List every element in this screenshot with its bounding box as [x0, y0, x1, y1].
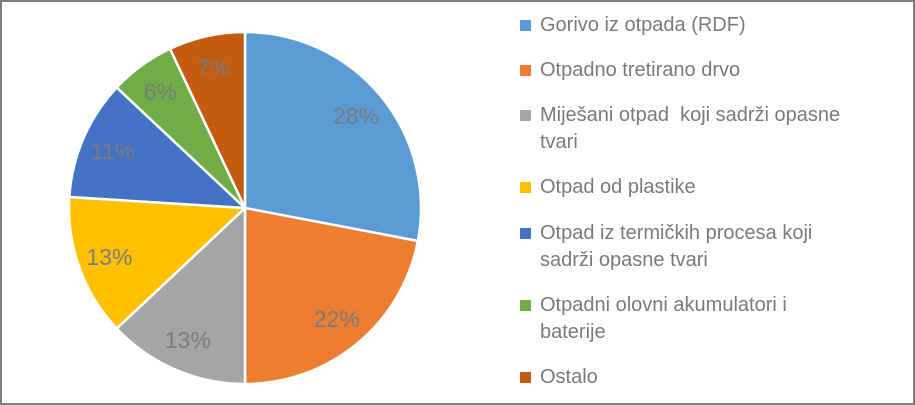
- legend-swatch-icon: [520, 182, 531, 194]
- legend-label: Otpad od plastike: [540, 176, 696, 199]
- data-label-1: 28%: [333, 103, 379, 129]
- legend-swatch-icon: [520, 65, 531, 77]
- data-label-2: 22%: [314, 306, 360, 332]
- pie-slice-2[interactable]: [243, 206, 420, 386]
- pie-slice-1[interactable]: [243, 30, 423, 243]
- legend-item-1[interactable]: Gorivo iz otpada (RDF): [516, 12, 908, 39]
- legend-item-4[interactable]: Otpad od plastike: [516, 174, 908, 201]
- legend-label: Otpadno tretirano drvo: [540, 59, 741, 82]
- data-label-7: 7%: [197, 55, 230, 81]
- legend-swatch-icon: [520, 110, 531, 122]
- pie-slice-5[interactable]: [68, 86, 247, 210]
- legend-label: Ostalo: [540, 365, 598, 388]
- data-label-4: 13%: [86, 244, 132, 270]
- legend-label: Gorivo iz otpada (RDF): [540, 14, 746, 36]
- legend-item-7[interactable]: Ostalo: [516, 364, 908, 391]
- legend-item-6[interactable]: Otpadni olovni akumulatori i baterije: [516, 292, 908, 346]
- legend-label: Miješani otpad koji sadrži opasne tvari: [540, 104, 846, 154]
- legend-swatch-icon: [520, 371, 531, 383]
- data-label-3: 13%: [165, 327, 211, 353]
- legend: Gorivo iz otpada (RDF) Otpadno tretirano …: [516, 2, 908, 403]
- legend-swatch-icon: [520, 299, 531, 311]
- legend-label: Otpadni olovni akumulatori i baterije: [540, 293, 793, 343]
- pie-slice-4[interactable]: [67, 195, 247, 330]
- legend-swatch-icon: [520, 20, 531, 31]
- legend-item-2[interactable]: Otpadno tretirano drvo: [516, 57, 908, 84]
- pie-chart: 28% 22% 13% 13% 11% 6% 7%: [67, 30, 423, 386]
- legend-item-3[interactable]: Miješani otpad koji sadrži opasne tvari: [516, 102, 908, 156]
- legend-swatch-icon: [520, 227, 531, 239]
- pie-slice-3[interactable]: [115, 206, 247, 386]
- legend-item-5[interactable]: Otpad iz termičkih procesa koji sadrži o…: [516, 220, 908, 274]
- data-label-6: 6%: [144, 79, 177, 105]
- pie-slice-7[interactable]: [168, 30, 247, 210]
- legend-label: Otpad iz termičkih procesa koji sadrži o…: [540, 221, 818, 271]
- data-label-5: 11%: [91, 138, 135, 164]
